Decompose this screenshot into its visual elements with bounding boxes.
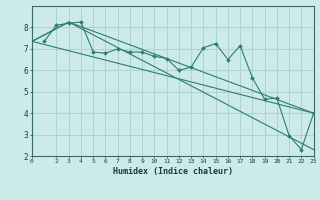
X-axis label: Humidex (Indice chaleur): Humidex (Indice chaleur) [113, 167, 233, 176]
